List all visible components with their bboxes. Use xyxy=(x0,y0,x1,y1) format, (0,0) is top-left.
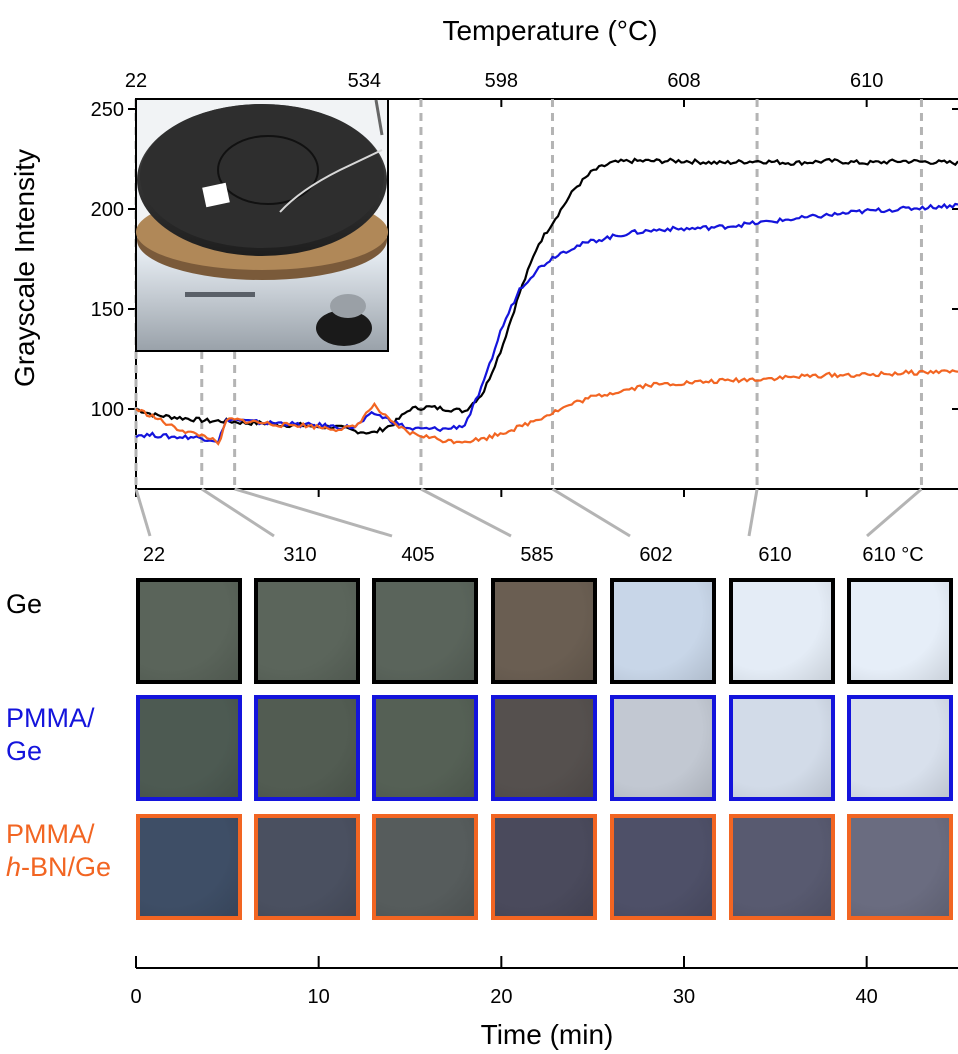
image-tile-r1-c0 xyxy=(136,695,242,801)
series-line-1 xyxy=(135,202,958,444)
image-tile-r0-c4 xyxy=(610,578,716,684)
time-tick-label-40: 40 xyxy=(856,986,878,1008)
y-tick-label-150: 150 xyxy=(91,299,124,321)
snapshot-temp-label-1: 310 xyxy=(283,544,316,566)
row-label-pmma-hbn-ge: PMMA/ h-BN/Ge xyxy=(6,818,111,884)
y-tick-label-250: 250 xyxy=(91,99,124,121)
y-axis-title: Grayscale Intensity xyxy=(9,149,40,387)
snapshot-temp-label-2: 405 xyxy=(401,544,434,566)
snapshot-connector-4 xyxy=(551,487,631,538)
image-tile-r2-c6 xyxy=(847,814,953,920)
snapshot-temp-label-4: 602 xyxy=(639,544,672,566)
snapshot-connector-0 xyxy=(134,488,152,537)
time-tick-label-0: 0 xyxy=(130,986,141,1008)
y-tick-label-100: 100 xyxy=(91,399,124,421)
image-tile-r1-c2 xyxy=(372,695,478,801)
image-tile-r2-c4 xyxy=(610,814,716,920)
image-tile-r1-c3 xyxy=(491,695,597,801)
image-tile-r2-c5 xyxy=(729,814,835,920)
row-label-pmma-ge: PMMA/ Ge xyxy=(6,702,95,768)
x-axis-title: Time (min) xyxy=(481,1019,614,1050)
image-tile-r0-c2 xyxy=(372,578,478,684)
snapshot-temp-label-6: 610 °C xyxy=(862,544,923,566)
top-tick-label-4: 610 xyxy=(850,70,883,92)
snapshot-guide-lines xyxy=(134,99,923,538)
snapshot-connector-5 xyxy=(747,488,759,537)
top-tick-label-0: 22 xyxy=(125,70,147,92)
image-tile-r2-c1 xyxy=(254,814,360,920)
image-tile-r1-c1 xyxy=(254,695,360,801)
row-label-ge-line1: Ge xyxy=(6,589,43,619)
snapshot-temp-label-5: 610 xyxy=(758,544,791,566)
image-tile-r0-c5 xyxy=(729,578,835,684)
image-tile-r0-c1 xyxy=(254,578,360,684)
time-tick-label-10: 10 xyxy=(308,986,330,1008)
snapshot-temp-label-0: 22 xyxy=(143,544,165,566)
snapshot-connector-2 xyxy=(234,487,393,538)
top-tick-label-3: 608 xyxy=(667,70,700,92)
time-tick-label-30: 30 xyxy=(673,986,695,1008)
row-label-pmma-hbn-ge-line2-rest: -BN/Ge xyxy=(21,852,112,882)
snapshot-connector-3 xyxy=(420,487,512,538)
image-tile-r0-c0 xyxy=(136,578,242,684)
image-tile-r2-c0 xyxy=(136,814,242,920)
row-label-ge: Ge xyxy=(6,588,42,621)
row-label-pmma-ge-line1: PMMA/ xyxy=(6,703,95,733)
image-tile-r1-c4 xyxy=(610,695,716,801)
image-tile-r1-c5 xyxy=(729,695,835,801)
top-tick-label-1: 534 xyxy=(348,70,381,92)
series-line-2 xyxy=(135,369,958,446)
top-axis-title: Temperature (°C) xyxy=(442,15,657,46)
image-tile-r2-c2 xyxy=(372,814,478,920)
top-tick-label-2: 598 xyxy=(485,70,518,92)
y-tick-label-200: 200 xyxy=(91,199,124,221)
row-label-pmma-hbn-ge-line1: PMMA/ xyxy=(6,819,95,849)
time-tick-label-20: 20 xyxy=(490,986,512,1008)
image-tile-r2-c3 xyxy=(491,814,597,920)
row-label-pmma-hbn-ge-line2: h-BN/Ge xyxy=(6,852,112,882)
image-tile-r0-c6 xyxy=(847,578,953,684)
hotplate-photo xyxy=(135,98,389,352)
image-tile-r0-c3 xyxy=(491,578,597,684)
snapshot-connector-6 xyxy=(866,487,923,538)
image-tile-r1-c6 xyxy=(847,695,953,801)
label-layer: 100 150 200 250 0 10 20 30 40 22 534 598 608 610 Tempe… xyxy=(9,15,924,1050)
snapshot-temp-label-3: 585 xyxy=(520,544,553,566)
row-label-pmma-ge-line2: Ge xyxy=(6,736,43,766)
snapshot-connector-1 xyxy=(200,487,275,538)
series-layer xyxy=(135,157,958,446)
